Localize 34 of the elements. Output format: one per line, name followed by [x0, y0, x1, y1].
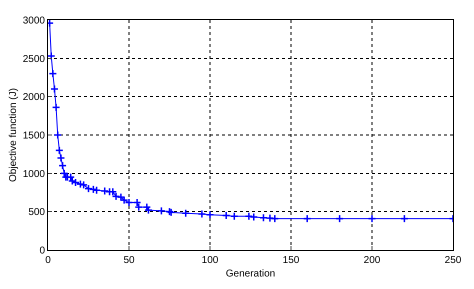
- y-tick-label: 0: [39, 246, 46, 256]
- y-tick-label: 3000: [22, 16, 46, 26]
- point: [181, 208, 190, 218]
- point: [53, 130, 62, 140]
- x-tick-label: 150: [282, 255, 300, 266]
- point: [198, 210, 206, 218]
- point: [302, 214, 312, 223]
- y-tick-label: 1500: [22, 130, 46, 142]
- y-tick-label: 2000: [22, 92, 46, 104]
- y-axis-title: Objective function (J): [8, 88, 19, 182]
- x-tick-label: 50: [123, 255, 135, 266]
- y-tick-label: 1000: [22, 168, 46, 180]
- point: [55, 146, 64, 155]
- point: [222, 211, 230, 220]
- point: [259, 214, 268, 222]
- x-tick-label: 100: [202, 255, 219, 266]
- point: [230, 212, 239, 221]
- x-axis-title: Generation: [226, 268, 276, 280]
- point: [335, 214, 344, 223]
- y-tick-label: 500: [28, 207, 46, 218]
- x-tick-label: 200: [364, 255, 381, 266]
- point: [368, 214, 376, 223]
- point: [48, 52, 56, 60]
- point: [50, 84, 59, 94]
- point: [48, 69, 58, 78]
- point: [52, 103, 60, 112]
- y-tick-label: 2500: [22, 54, 46, 65]
- point: [58, 161, 67, 170]
- point: [206, 210, 214, 219]
- x-tick-label: 250: [444, 255, 462, 266]
- point: [142, 202, 152, 212]
- point: [157, 206, 166, 216]
- point: [56, 154, 66, 162]
- point: [400, 214, 409, 223]
